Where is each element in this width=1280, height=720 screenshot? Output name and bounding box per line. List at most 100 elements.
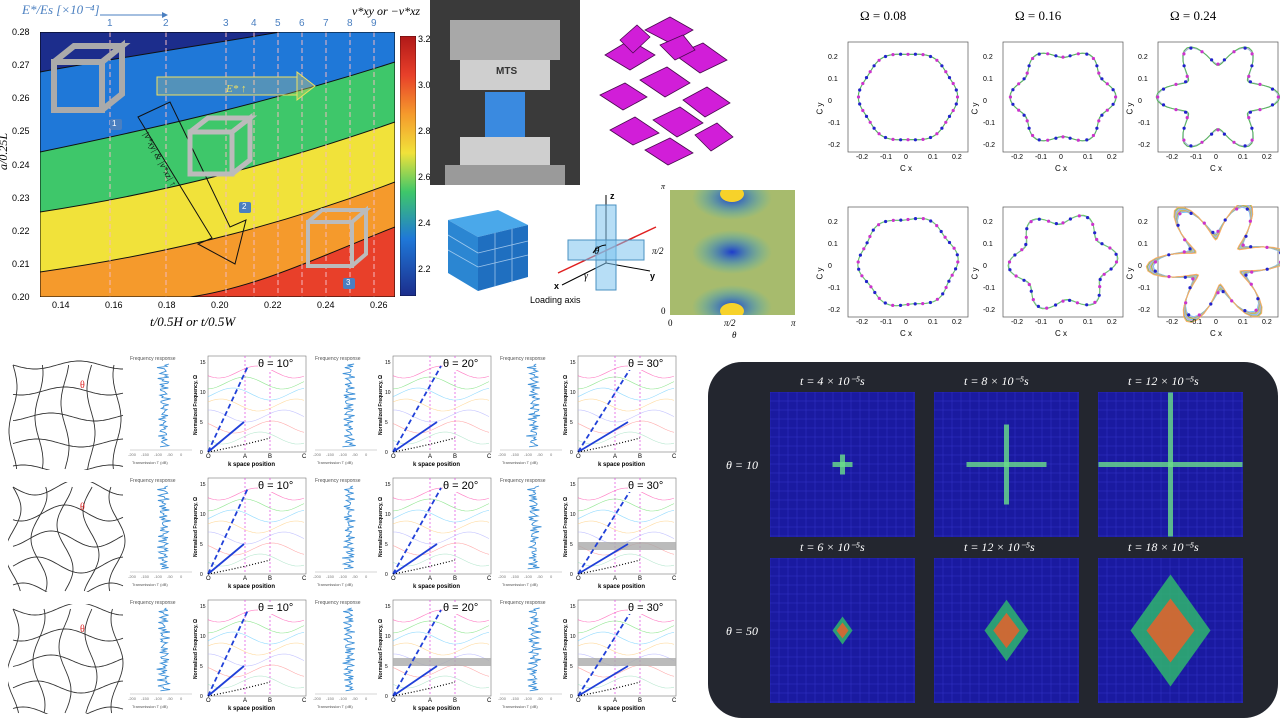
trans-tick: 0 [365,696,367,701]
freq-ytick: 5 [385,664,388,670]
mts-brand: MTS [496,66,517,77]
freq-ytick: 15 [200,482,206,488]
omega-xtick: -0.1 [1035,154,1047,161]
trans-tick: 0 [180,696,182,701]
y-tick: 0.21 [12,259,30,269]
frequency-response: Frequency response Transmission T (dB) -20… [492,352,564,470]
trans-tick: -50 [352,696,358,701]
k-tick: A [428,576,432,582]
k-xlabel: k space position [598,584,645,590]
omega-plot: -0.2 -0.1 0 0.1 0.2 0.2 0.1 0 -0.1 -0.2 C x C y [820,205,970,340]
band-structure-plot: θ = 30° O A B Ck space position Normalized Fr… [570,474,678,594]
omega-xtick: -0.1 [1035,319,1047,326]
omega-xtick: 0.1 [1238,319,1248,326]
k-tick: A [243,698,247,704]
omega-ytick: -0.2 [983,142,995,149]
theta-angle-label: θ = 20° [443,358,478,370]
omega-ytick: -0.2 [1138,307,1150,314]
wave-row-label: θ = 50 [726,624,758,639]
badge-2: 2 [242,202,246,211]
omega-xtick: -0.1 [880,319,892,326]
heatmap-xtick-mid: π/2 [724,318,736,328]
freq-title: Frequency response [130,600,176,606]
freq-ylabel: Normalized Frequency, Ω [563,375,569,435]
freq-title: Frequency response [315,478,361,484]
top-tick: 4 [251,18,257,29]
top-axis-label: E*/Es [×10⁻⁴] [22,2,100,18]
y-tick: 0.20 [12,292,30,302]
freq-ytick: 15 [570,482,576,488]
omega-title: Ω = 0.24 [1170,8,1216,24]
freq-ytick: 0 [200,694,203,700]
freq-ytick: 15 [570,360,576,366]
theta-angle-label: θ = 30° [628,602,663,614]
omega-title: Ω = 0.08 [860,8,906,24]
omega-xtick: -0.2 [1166,319,1178,326]
k-tick: O [576,454,581,460]
freq-ytick: 5 [570,420,573,426]
freq-title: Frequency response [500,600,546,606]
omega-xlabel: C x [1210,329,1222,338]
freq-ytick: 0 [385,572,388,578]
k-tick: O [576,576,581,582]
omega-xtick: 0.2 [1107,319,1117,326]
wave-time-label: t = 6 × 10⁻⁵s [800,540,865,555]
freq-ytick: 5 [200,542,203,548]
k-tick: A [613,454,617,460]
omega-ytick: -0.1 [1138,285,1150,292]
omega-xtick: 0 [904,319,908,326]
trans-tick: -50 [167,452,173,457]
omega-ytick: -0.2 [828,142,840,149]
theta-label: θ [594,245,599,257]
omega-grid: Ω = 0.08 Ω = 0.16 Ω = 0.24 -0.2 -0.1 0 0.1 0.2 0… [810,0,1280,350]
freq-ytick: 10 [570,390,576,396]
omega-ylabel: C y [1126,268,1135,280]
colorbar-tick: 2.6 [418,172,431,182]
omega-xtick: 0.2 [952,319,962,326]
trans-tick: -150 [326,696,334,701]
k-tick: O [576,698,581,704]
band-structure-plot: θ = 30° O A B Ck space position Normalized Fr… [570,352,678,472]
trans-tick: -200 [498,452,506,457]
loading-axis-label: Loading axis [530,295,581,305]
wave-time-label: t = 4 × 10⁻⁵s [800,374,865,389]
freq-ytick: 10 [200,390,206,396]
omega-ytick: 0 [828,263,832,270]
trans-tick: -50 [167,574,173,579]
omega-title: Ω = 0.16 [1015,8,1061,24]
trans-tick: -100 [524,574,532,579]
k-xlabel: k space position [413,584,460,590]
band-structure-plot: θ = 30° O A B Ck space position Normalized Fr… [570,596,678,716]
omega-xtick: -0.1 [1190,319,1202,326]
y-tick: 0.27 [12,60,30,70]
heatmap-ytick-mid: π/2 [652,246,664,256]
band-structure-plot: θ = 20° O A B Ck space position Normalized Fr… [385,352,493,472]
k-xlabel: k space position [598,462,645,468]
badge-1: 1 [112,119,116,128]
omega-ytick: 0.2 [828,54,838,61]
frequency-response: Frequency response Transmission T (dB) -20… [122,596,194,714]
trans-tick: 0 [550,574,552,579]
colorbar-label: ν*xy or −ν*xz [352,4,442,19]
k-tick: B [453,454,457,460]
transmission-label: Transmission T (dB) [502,460,538,465]
x-tick: 0.26 [370,300,388,310]
trans-tick: -50 [537,452,543,457]
trans-tick: -100 [524,696,532,701]
k-tick: C [672,698,676,704]
k-tick: B [453,698,457,704]
lattice-theta: θ [80,380,85,391]
k-tick: B [268,698,272,704]
heatmap-ytick-top: π [661,182,665,191]
freq-ylabel: Normalized Frequency, Ω [378,375,384,435]
omega-plot: -0.2 -0.1 0 0.1 0.2 0.2 0.1 0 -0.1 -0.2 C x C y [820,40,970,175]
omega-ytick: 0.1 [1138,76,1148,83]
k-xlabel: k space position [413,706,460,712]
freq-ytick: 10 [385,512,391,518]
k-xlabel: k space position [413,462,460,468]
omega-ytick: -0.1 [1138,120,1150,127]
omega-ylabel: C y [816,268,825,280]
freq-ytick: 15 [385,482,391,488]
band-structure-plot: θ = 10° O A B Ck space position Normalized Fr… [200,596,308,716]
wave-time-label: t = 12 × 10⁻⁵s [1128,374,1199,389]
